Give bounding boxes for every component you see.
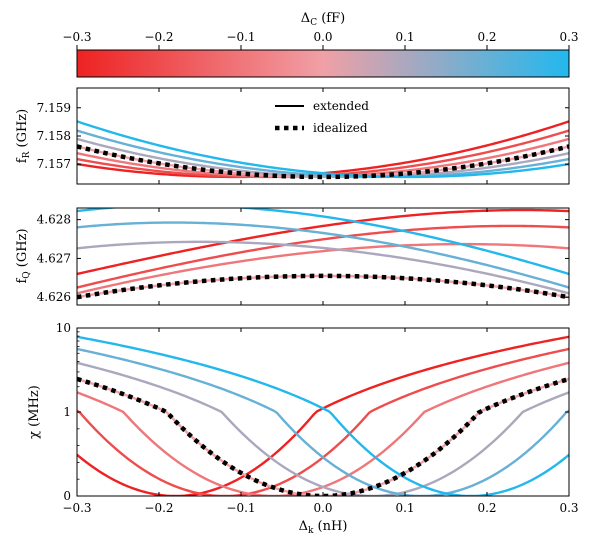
- chi-y-label: χ (MHz): [27, 385, 42, 439]
- chi-series-line: [77, 335, 569, 496]
- x-tick-label: 0.0: [313, 501, 332, 515]
- panel-chi: 0 1 10 −0.3 −0.2 −0.1 0.0 0.1 0.2 0.3 χ (MHz) Δk…: [27, 321, 579, 536]
- fQ-series-line: [77, 208, 569, 276]
- fR-series-line: [77, 129, 569, 179]
- fQ-series-line: [77, 224, 569, 289]
- chi-x-ticks: −0.3 −0.2 −0.1 0.0 0.1 0.2 0.3: [62, 328, 579, 515]
- colorbar-label: ΔC (fF): [301, 11, 345, 28]
- x-tick-label: 0.1: [395, 501, 414, 515]
- x-axis-label: Δk (nH): [299, 519, 348, 536]
- colorbar-tick-label: −0.1: [226, 30, 255, 44]
- chi-series-line: [77, 361, 569, 496]
- chi-series-line: [77, 347, 569, 496]
- chi-y-tick-label: 1: [63, 405, 71, 419]
- chi-y-tick-label: 0: [63, 489, 71, 503]
- chi-y-tick-label: 10: [56, 321, 71, 335]
- fr-plot-area: [77, 120, 569, 180]
- fQ-y-tick-label: 4.627: [37, 251, 71, 265]
- colorbar-tick-label: −0.2: [144, 30, 173, 44]
- fq-y-ticks: 4.626 4.627 4.628: [37, 213, 569, 304]
- fR-y-tick-label: 7.158: [37, 129, 71, 143]
- x-tick-label: −0.1: [226, 501, 255, 515]
- fR-idealized-line: [77, 144, 569, 180]
- x-tick-label: 0.2: [477, 501, 496, 515]
- fR-y-tick-label: 7.157: [37, 157, 71, 171]
- fQ-idealized-line: [77, 273, 569, 300]
- colorbar-gradient: [76, 49, 570, 78]
- legend-idealized-label: idealized: [313, 121, 368, 135]
- fQ-y-tick-label: 4.626: [37, 290, 71, 304]
- colorbar-tick-labels: −0.3 −0.2 −0.1 0.0 0.1 0.2 0.3: [62, 30, 579, 50]
- fQ-series-line: [77, 242, 569, 295]
- colorbar-tick-label: 0.0: [313, 30, 332, 44]
- fr-y-ticks: 7.157 7.158 7.159: [37, 101, 569, 171]
- chi-series-line: [77, 377, 569, 496]
- x-tick-label: 0.3: [559, 501, 578, 515]
- legend-extended-label: extended: [313, 99, 369, 113]
- colorbar-tick-label: 0.3: [559, 30, 578, 44]
- fq-y-label: fQ (GHz): [15, 228, 32, 283]
- fQ-series-line: [77, 221, 569, 289]
- colorbar-tick-label: −0.3: [62, 30, 91, 44]
- fR-y-tick-label: 7.159: [37, 101, 71, 115]
- chi-series-line: [77, 335, 569, 496]
- colorbar-tick-label: 0.2: [477, 30, 496, 44]
- panel-fr: 7.157 7.158 7.159 fR (GHz) extended ideali…: [15, 87, 570, 185]
- panel-fq: 4.626 4.627 4.628 fQ (GHz): [15, 207, 570, 306]
- fq-plot-area: [77, 208, 569, 300]
- x-tick-label: −0.2: [144, 501, 173, 515]
- fQ-y-tick-label: 4.628: [37, 213, 71, 227]
- x-tick-label: −0.3: [62, 501, 91, 515]
- legend: extended idealized: [275, 99, 369, 135]
- fR-series-line: [77, 120, 569, 179]
- fQ-series-line: [77, 240, 569, 295]
- chi-plot-area: [77, 335, 569, 496]
- fR-series-line: [77, 137, 569, 179]
- fr-y-label: fR (GHz): [15, 109, 32, 163]
- chi-frame: [76, 327, 570, 497]
- fr-x-ticks: [76, 88, 570, 184]
- fq-x-ticks: [76, 208, 570, 305]
- colorbar-tick-label: 0.1: [395, 30, 414, 44]
- chi-idealized-line: [77, 376, 569, 496]
